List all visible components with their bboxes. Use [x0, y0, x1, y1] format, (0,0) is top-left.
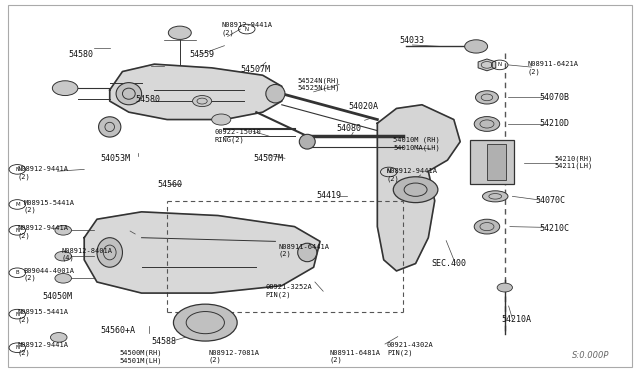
Text: 54070C: 54070C [536, 196, 565, 205]
Text: 54524N(RH)
54525N(LH): 54524N(RH) 54525N(LH) [298, 77, 340, 92]
Circle shape [168, 26, 191, 39]
Text: 54560+A: 54560+A [100, 326, 135, 335]
Polygon shape [478, 59, 496, 71]
Circle shape [55, 273, 72, 283]
Text: N: N [387, 170, 391, 174]
Text: 54419: 54419 [317, 191, 342, 200]
Bar [487, 144, 506, 180]
Text: M08915-5441A
(2): M08915-5441A (2) [24, 199, 75, 213]
Text: B: B [15, 270, 19, 275]
Text: N: N [244, 26, 249, 32]
Text: 54210(RH)
54211(LH): 54210(RH) 54211(LH) [554, 155, 593, 169]
Circle shape [476, 91, 499, 104]
Text: 54588: 54588 [151, 337, 176, 346]
Text: N: N [15, 228, 19, 233]
Circle shape [55, 251, 72, 261]
Ellipse shape [99, 117, 121, 137]
Text: N08912-9441A
(2): N08912-9441A (2) [221, 22, 272, 36]
Circle shape [497, 283, 513, 292]
Text: B09044-4001A
(2): B09044-4001A (2) [24, 268, 75, 281]
Text: 54210A: 54210A [502, 315, 532, 324]
Text: 54053M: 54053M [100, 154, 130, 163]
Text: 54559: 54559 [189, 51, 214, 60]
Ellipse shape [483, 191, 508, 202]
Circle shape [394, 177, 438, 203]
Text: 54020A: 54020A [349, 102, 379, 111]
Circle shape [212, 114, 231, 125]
Text: 54210D: 54210D [540, 119, 570, 128]
Text: N08915-5441A
(2): N08915-5441A (2) [17, 309, 68, 323]
Ellipse shape [97, 238, 122, 267]
Polygon shape [378, 105, 460, 271]
Text: N08911-6421A
(2): N08911-6421A (2) [527, 61, 578, 75]
Text: 54080: 54080 [336, 124, 361, 133]
Text: 00922-15010
RING(2): 00922-15010 RING(2) [215, 129, 262, 143]
Text: N: N [498, 62, 502, 67]
Text: N08912-9441A
(2): N08912-9441A (2) [17, 343, 68, 356]
Text: 54580: 54580 [68, 51, 93, 60]
Circle shape [51, 333, 67, 342]
Text: 54560: 54560 [157, 180, 182, 189]
Text: 54210C: 54210C [540, 224, 570, 233]
Circle shape [474, 219, 500, 234]
Circle shape [52, 81, 78, 96]
Ellipse shape [116, 83, 141, 105]
Text: N08911-6481A
(2): N08911-6481A (2) [330, 350, 381, 363]
Circle shape [474, 116, 500, 131]
Circle shape [173, 304, 237, 341]
Text: 54500M(RH)
54501M(LH): 54500M(RH) 54501M(LH) [119, 350, 162, 363]
Text: 54050M: 54050M [43, 292, 73, 301]
Text: 54580: 54580 [135, 95, 160, 104]
Polygon shape [109, 64, 282, 119]
Text: 08921-3252A
PIN(2): 08921-3252A PIN(2) [266, 285, 312, 298]
Ellipse shape [298, 243, 317, 262]
Circle shape [55, 225, 72, 235]
Text: N: N [15, 312, 19, 317]
Text: N: N [15, 345, 19, 350]
Circle shape [465, 40, 488, 53]
Bar [470, 140, 515, 184]
Text: N08912-7081A
(2): N08912-7081A (2) [209, 350, 259, 363]
Text: M: M [15, 202, 20, 207]
Text: N08912-9441A
(2): N08912-9441A (2) [17, 166, 68, 180]
Text: S:0.000P: S:0.000P [572, 351, 609, 360]
Text: 54507M: 54507M [241, 65, 270, 74]
Text: 54070B: 54070B [540, 93, 570, 102]
Ellipse shape [266, 84, 285, 103]
Ellipse shape [300, 134, 316, 149]
Text: N08912-9441A
(2): N08912-9441A (2) [17, 225, 68, 239]
Text: 54010M (RH)
54010MA(LH): 54010M (RH) 54010MA(LH) [394, 137, 440, 151]
Polygon shape [84, 212, 320, 293]
Text: SEC.400: SEC.400 [431, 259, 467, 268]
Text: N08912-8401A
(4): N08912-8401A (4) [62, 247, 113, 261]
Text: 54033: 54033 [399, 36, 425, 45]
Text: 00921-4302A
PIN(2): 00921-4302A PIN(2) [387, 343, 434, 356]
Text: N08911-6441A
(2): N08911-6441A (2) [278, 244, 330, 257]
Text: N: N [15, 167, 19, 172]
Text: 54507M: 54507M [253, 154, 283, 163]
Text: N08912-9441A
(2): N08912-9441A (2) [387, 168, 438, 182]
Circle shape [193, 96, 212, 107]
